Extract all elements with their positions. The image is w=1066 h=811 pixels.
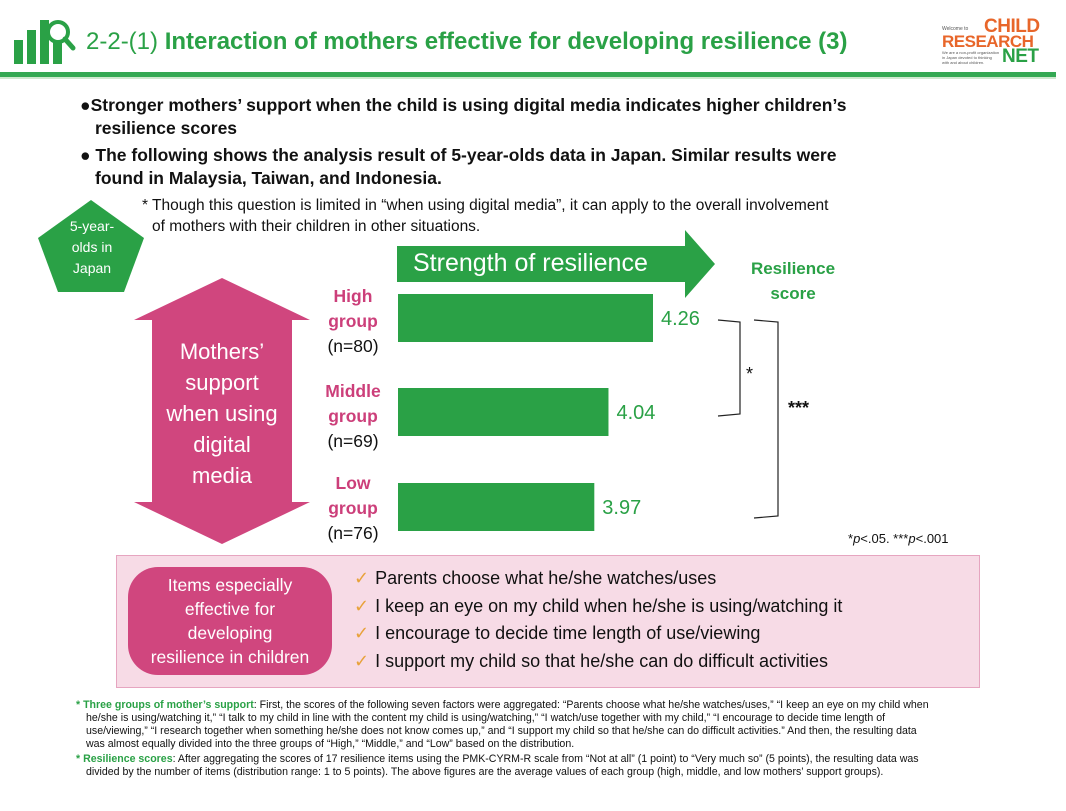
group-label-low: Low group (n=76) xyxy=(298,471,408,546)
group-low-name2: group xyxy=(328,498,378,518)
logo-line1: CHILD xyxy=(984,16,1040,37)
left-arrow-line2: support xyxy=(185,370,259,395)
group-middle-n: (n=69) xyxy=(327,431,379,451)
group-middle-name2: group xyxy=(328,406,378,426)
bullet-2: ● The following shows the analysis resul… xyxy=(80,144,1020,190)
score-heading: Resilience score xyxy=(728,256,858,306)
left-arrow-line3: when using xyxy=(166,401,278,426)
items-title-line2: effective for xyxy=(184,599,276,619)
section-number: 2-2-(1) xyxy=(86,28,159,55)
list-item-text: I keep an eye on my child when he/she is… xyxy=(375,595,843,616)
list-item: ✓ I keep an eye on my child when he/she i… xyxy=(354,593,842,621)
logo-line2: RESEARCH xyxy=(942,32,1034,51)
child-research-net-logo: Welcome to CHILD RESEARCH We are a non-p… xyxy=(940,14,1050,68)
footnote-1-text3: use/viewing,” “I research together when … xyxy=(86,725,917,737)
bullet-1-line2: resilience scores xyxy=(95,118,238,138)
group-low-n: (n=76) xyxy=(327,523,379,543)
pentagon-line3: Japan xyxy=(72,260,112,276)
bar-low xyxy=(398,483,595,531)
score-heading-line1: Resilience xyxy=(750,259,836,278)
page-title: 2-2-(1) Interaction of mothers effective… xyxy=(86,28,848,56)
checkmark-icon: ✓ xyxy=(354,595,370,616)
bullet-2-line1: ● The following shows the analysis resul… xyxy=(80,145,837,165)
p-value-note: *p<.05. ***p<.001 xyxy=(848,531,949,546)
strength-arrow xyxy=(397,230,715,298)
group-low-name1: Low xyxy=(335,473,371,493)
pentagon-line2: olds in xyxy=(71,239,113,255)
group-high-name2: group xyxy=(328,311,378,331)
mothers-support-label: Mothers’ support when using digital medi… xyxy=(150,336,294,491)
pnote-p2: p xyxy=(908,531,916,546)
footnote-2-text2: divided by the number of items (distribu… xyxy=(86,766,884,778)
pnote-prefix: * xyxy=(848,531,854,546)
checkmark-icon: ✓ xyxy=(354,568,370,588)
bar-high xyxy=(398,294,653,342)
footnote-groups: * Three groups of mother’s support: Firs… xyxy=(76,699,1026,751)
group-label-middle: Middle group (n=69) xyxy=(298,379,408,454)
logo-line3: NET xyxy=(1002,46,1039,67)
list-item: ✓ Parents choose what he/she watches/uses xyxy=(354,565,842,593)
items-title-line1: Items especially xyxy=(167,575,293,595)
note-line1: * Though this question is limited in “wh… xyxy=(142,197,829,214)
list-item-text: I support my child so that he/she can do… xyxy=(375,650,828,671)
list-item: ✓ I support my child so that he/she can d… xyxy=(354,648,842,676)
bar-value-label: 4.26 xyxy=(661,308,700,330)
bullet-1-line1: ●Stronger mothers’ support when the chil… xyxy=(80,95,847,115)
pentagon-shape xyxy=(38,200,144,292)
bar-chart: 4.26 4.04 3.97 xyxy=(398,294,700,531)
list-item-text: I encourage to decide time length of use… xyxy=(375,623,761,643)
list-item: ✓ I encourage to decide time length of us… xyxy=(354,620,842,648)
mothers-support-double-arrow xyxy=(134,278,310,544)
bar-value-label: 4.04 xyxy=(616,402,655,424)
bullet-1: ●Stronger mothers’ support when the chil… xyxy=(80,94,1020,140)
bar-value-label: 3.97 xyxy=(602,497,641,519)
group-high-n: (n=80) xyxy=(327,336,379,356)
pnote-mid: <.05. *** xyxy=(860,531,909,546)
items-title-pill: Items especially effective for developin… xyxy=(128,567,332,675)
items-title-line4: resilience in children xyxy=(150,647,310,667)
significance-brackets xyxy=(717,319,779,519)
title-text: Interaction of mothers effective for dev… xyxy=(164,28,848,55)
bar-middle xyxy=(398,388,609,436)
chart-search-logo-icon xyxy=(14,20,76,64)
note: * Though this question is limited in “wh… xyxy=(142,195,942,237)
list-item-text: Parents choose what he/she watches/uses xyxy=(375,568,717,588)
note-line2: of mothers with their children in other … xyxy=(152,218,481,235)
effective-items-list: ✓ Parents choose what he/she watches/uses… xyxy=(354,565,842,675)
group-label-high: High group (n=80) xyxy=(298,284,408,359)
footnote-1-label: * Three groups of mother’s support xyxy=(76,699,254,711)
significance-star-1: * xyxy=(746,364,754,384)
header-divider xyxy=(0,72,1056,77)
group-high-name1: High xyxy=(333,286,373,306)
bullet-2-line2: found in Malaysia, Taiwan, and Indonesia… xyxy=(95,168,442,188)
header-divider-shadow xyxy=(0,77,1056,79)
logo-welcome: Welcome to xyxy=(942,26,969,32)
score-heading-line2: score xyxy=(770,284,816,303)
pentagon-label: 5-year- olds in Japan xyxy=(52,216,132,279)
arrow-label: Strength of resilience xyxy=(413,249,648,277)
footnote-2-label: * Resilience scores xyxy=(76,753,173,765)
footnote-scores: * Resilience scores: After aggregating t… xyxy=(76,753,1026,779)
footnote-1-text1: : First, the scores of the following sev… xyxy=(253,699,929,711)
checkmark-icon: ✓ xyxy=(354,650,370,671)
footnote-1-text4: was almost equally divided into the thre… xyxy=(86,738,575,750)
pentagon-line1: 5-year- xyxy=(69,218,115,234)
footnote-1-text2: he/she is using/watching it,” “I talk to… xyxy=(86,712,886,724)
significance-star-3: *** xyxy=(788,398,810,418)
footnote-2-text1: : After aggregating the scores of 17 res… xyxy=(172,753,919,765)
left-arrow-line1: Mothers’ xyxy=(179,339,265,364)
checkmark-icon: ✓ xyxy=(354,623,370,643)
left-arrow-line5: media xyxy=(192,463,252,488)
items-title-line3: developing xyxy=(187,623,273,643)
logo-tagline: We are a non-profit organization in Japa… xyxy=(942,50,1000,65)
pnote-p1: p xyxy=(853,531,861,546)
group-middle-name1: Middle xyxy=(325,381,381,401)
left-arrow-line4: digital xyxy=(193,432,251,457)
pnote-end: <.001 xyxy=(915,531,949,546)
